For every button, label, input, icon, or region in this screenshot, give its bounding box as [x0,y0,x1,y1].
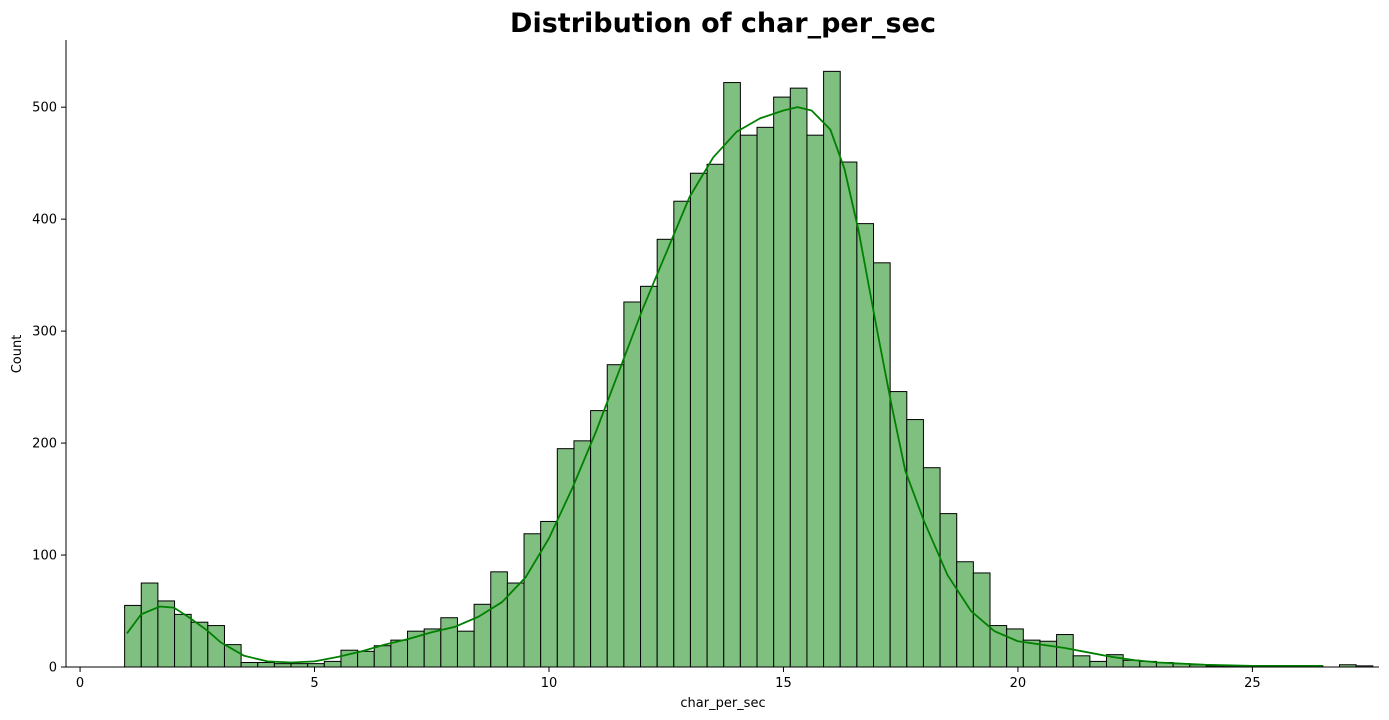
kde-group [126,106,1323,667]
histogram-bar [1056,634,1074,668]
histogram-bar [174,613,192,668]
histogram-bar [556,448,575,668]
histogram-bar [956,561,974,668]
histogram-bar [1089,660,1108,668]
histogram-bar [606,364,625,668]
x-tick-label: 25 [1244,676,1261,691]
histogram-bar [257,662,275,668]
y-tick-label: 0 [49,661,57,676]
x-axis-label: char_per_sec [680,696,765,711]
histogram-bar [1006,628,1024,668]
y-ticks: 0 100 200 300 400 500 [32,101,66,676]
histogram-bar [723,82,741,668]
y-tick-label: 200 [32,437,57,452]
histogram-bar [640,285,658,668]
histogram-bar [290,663,309,668]
histogram-bar [390,639,409,668]
histogram-bar [207,625,225,668]
histogram-bar [357,650,375,668]
histogram-bar [490,571,508,668]
histogram-bar [623,301,642,668]
axes-group [65,40,1379,668]
histogram-bar [223,644,242,668]
bars-group [124,70,1374,668]
histogram-bar [989,625,1008,668]
histogram-bar [523,533,542,668]
y-axis-label: Count [10,335,25,374]
x-tick-label: 5 [310,676,318,691]
histogram-bar [773,96,791,668]
histogram-bar [273,663,292,668]
y-tick-label: 100 [32,549,57,564]
x-tick-label: 0 [76,676,84,691]
histogram-bar [922,467,941,668]
chart-title: Distribution of char_per_sec [510,8,936,39]
histogram-bar [889,391,908,668]
histogram-bar [906,419,924,668]
histogram-bar [806,134,825,668]
histogram-bar [689,172,708,668]
kde-line [126,106,1323,667]
histogram-bar [789,87,808,668]
histogram-bar [323,660,342,668]
histogram-bar [157,600,176,668]
x-ticks: 0 5 10 15 20 25 [76,667,1261,691]
histogram-bar [440,617,458,668]
histogram-bar [756,126,775,668]
histogram-bar [856,223,875,668]
histogram-bar [307,663,325,668]
histogram-bar [540,520,558,668]
x-tick-label: 10 [541,676,558,691]
histogram-bar [839,161,858,668]
histogram-bar [506,582,525,668]
histogram-bar [140,582,159,668]
x-tick-label: 15 [775,676,792,691]
histogram-bar [706,163,725,668]
histogram-bar [124,604,142,668]
y-tick-label: 500 [32,101,57,116]
histogram-bar [456,630,475,668]
histogram-bar [939,513,958,668]
y-tick-label: 300 [32,325,57,340]
y-tick-label: 400 [32,213,57,228]
histogram-bar [240,662,259,668]
histogram-bar [590,410,608,668]
histogram-bar [1072,655,1091,668]
histogram-bar [739,134,758,668]
histogram-bar [656,238,675,668]
histogram-bar [373,645,392,668]
x-tick-label: 20 [1010,676,1027,691]
histogram-bar [673,200,691,668]
histogram-bar [573,440,592,668]
histogram-bar [823,70,841,668]
